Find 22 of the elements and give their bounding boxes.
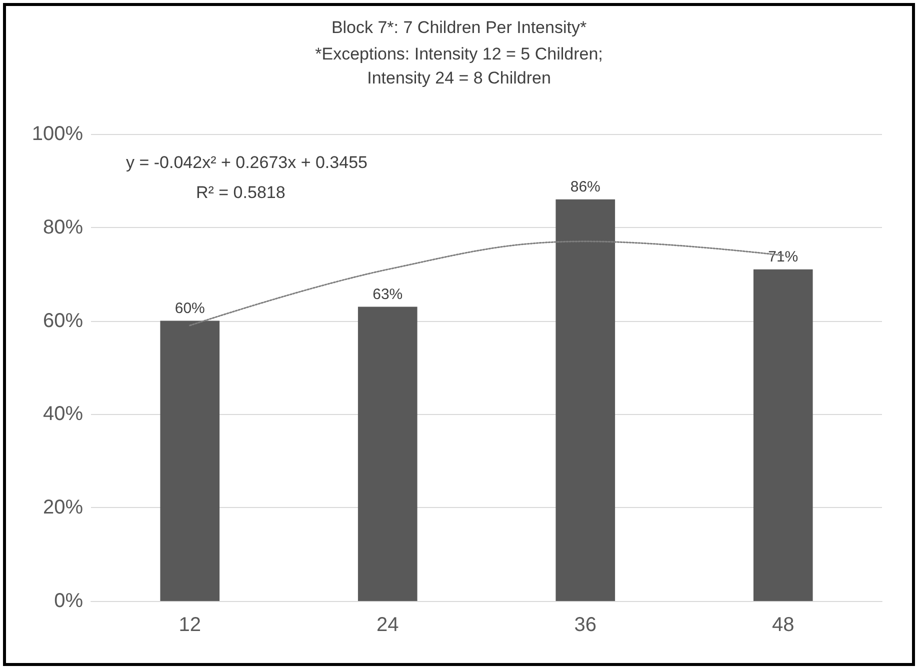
y-tick-label: 100%	[32, 123, 84, 145]
chart-title: Block 7*: 7 Children Per Intensity*	[331, 18, 587, 37]
y-tick-label: 0%	[54, 590, 84, 612]
bar	[753, 269, 813, 601]
bar	[556, 199, 616, 601]
annotation: R² = 0.5818	[196, 183, 286, 202]
bar	[160, 320, 220, 601]
x-tick-label: 12	[178, 614, 201, 636]
data-label: 60%	[174, 300, 205, 317]
y-tick-label: 60%	[42, 310, 84, 332]
data-label: 86%	[570, 178, 600, 196]
x-tick-label: 48	[772, 614, 794, 636]
data-label: 71%	[768, 248, 798, 266]
annotation: y = -0.042x² + 0.2673x + 0.3455	[126, 153, 368, 172]
data-label: 63%	[372, 286, 403, 303]
y-tick-label: 20%	[42, 496, 84, 519]
bar	[358, 306, 418, 601]
x-tick-label: 36	[574, 614, 596, 636]
y-tick-label: 40%	[42, 403, 84, 426]
y-tick-label: 80%	[42, 216, 84, 238]
chart-subtitle: *Exceptions: Intensity 12 = 5 Children; Intensity 24 = 8 Children	[315, 44, 603, 88]
x-tick-label: 24	[376, 614, 399, 636]
